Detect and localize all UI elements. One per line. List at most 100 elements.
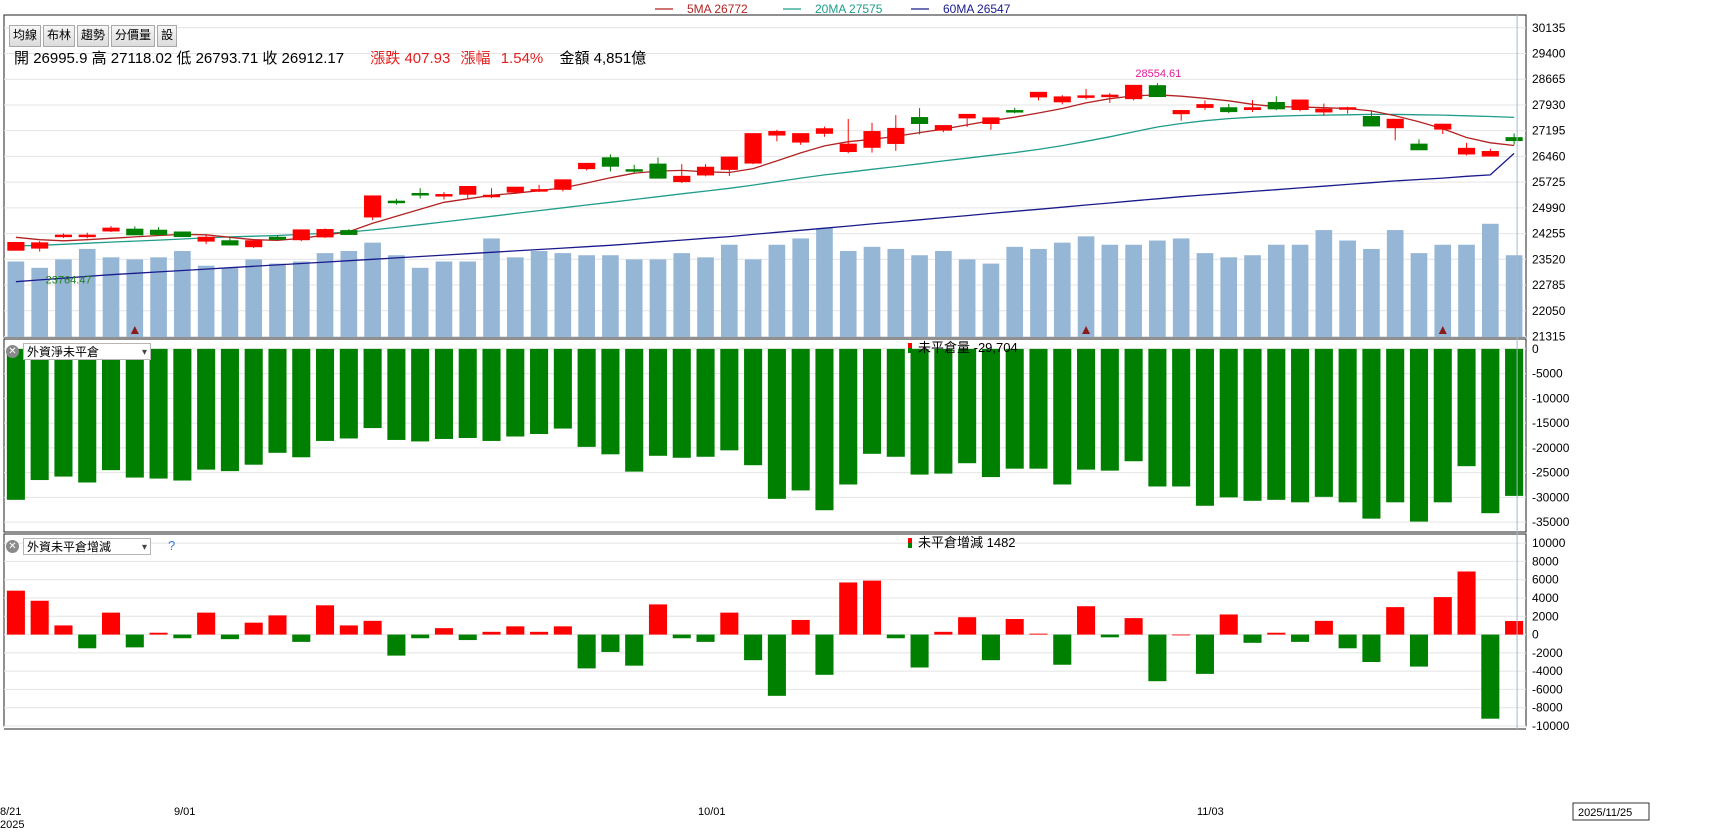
oi-indicator-select[interactable]: 外資淨未平倉 <box>23 343 151 361</box>
oi-tick-label: -30000 <box>1532 490 1570 504</box>
volume-bar <box>1363 248 1380 337</box>
oi-change-bar <box>625 634 644 666</box>
oi-bar <box>1195 348 1214 506</box>
oi-change-tick-label: -8000 <box>1532 701 1563 715</box>
price-tick-label: 24255 <box>1532 227 1566 241</box>
volume-bar <box>459 261 477 337</box>
volume-bar <box>673 253 691 337</box>
oi-bar <box>958 348 977 464</box>
oi-change-bar <box>1338 634 1357 649</box>
candle-body <box>601 157 620 167</box>
volume-bar <box>174 251 191 337</box>
ma-legend: 5MA 26772 20MA 27575 60MA 26547 <box>655 2 1011 16</box>
oi-change-bar <box>958 617 977 635</box>
candle-body <box>1125 84 1143 100</box>
candle-body <box>149 229 168 235</box>
oi-change-indicator-select[interactable]: 外資未平倉增減 <box>23 538 151 556</box>
oi-panel-title: 未平倉量 -29,704 <box>918 340 1018 355</box>
oi-bar <box>696 348 715 457</box>
oi-change-bar <box>1409 634 1429 667</box>
oi-change-bar <box>648 604 668 635</box>
candle-body <box>578 162 596 170</box>
candle <box>1291 99 1309 112</box>
oi-bar <box>173 348 192 481</box>
close-panel-icon[interactable]: ✕ <box>6 540 19 553</box>
oi-bar <box>1457 348 1476 467</box>
oi-bar <box>339 348 358 439</box>
oi-bar <box>839 348 858 485</box>
candle <box>1243 100 1262 112</box>
price-tick-label: 28665 <box>1532 72 1566 86</box>
oi-bar <box>981 348 1000 478</box>
candle-body <box>530 189 548 192</box>
oi-bars <box>6 348 1524 522</box>
volume-bar <box>1339 240 1356 337</box>
oi-change-bar <box>1029 633 1048 635</box>
cursor-date-box <box>1572 802 1650 821</box>
candle-body <box>1386 118 1404 129</box>
change-label: 漲跌 <box>370 50 401 67</box>
candle <box>173 231 191 238</box>
oi-change-tick-label: 10000 <box>1532 536 1566 550</box>
volume-bar <box>721 244 738 337</box>
candle <box>221 237 239 246</box>
oi-bar <box>363 348 382 429</box>
candle-body <box>506 186 524 193</box>
candle <box>1410 139 1428 151</box>
change-value: 407.93 <box>404 50 451 67</box>
oi-change-bar <box>791 619 810 635</box>
oi-change-bar <box>125 634 144 648</box>
oi-bar <box>1148 348 1167 487</box>
volume-bar <box>269 263 286 337</box>
price-tick-label: 22785 <box>1532 278 1566 292</box>
oi-change-tick-label: 6000 <box>1532 573 1559 587</box>
oi-bar <box>458 348 477 438</box>
oi-change-bar <box>220 634 239 640</box>
volume-bar <box>126 259 144 337</box>
candle <box>7 242 25 251</box>
candle <box>887 115 905 151</box>
oi-bar <box>1267 348 1286 500</box>
candle <box>696 164 715 177</box>
candle-body <box>1029 91 1048 98</box>
candle <box>197 235 215 244</box>
oi-change-bar <box>363 620 382 635</box>
volume-bar <box>55 259 72 337</box>
help-icon[interactable]: ? <box>168 538 176 553</box>
oi-change-bar <box>1172 634 1191 636</box>
oi-bar <box>149 348 168 479</box>
oi-bar <box>1029 348 1048 469</box>
volume-bar <box>625 259 643 337</box>
candle-body <box>982 117 1000 125</box>
price-tick-label: 21315 <box>1532 329 1566 343</box>
candle-body <box>340 230 358 235</box>
close-panel-icon[interactable]: ✕ <box>6 345 19 358</box>
candle <box>1220 103 1238 113</box>
oi-change-bar <box>815 634 834 675</box>
x-label-nov: 11/03 <box>1197 806 1224 818</box>
candle <box>149 227 168 236</box>
oi-bar <box>30 348 49 481</box>
oi-bar <box>1219 348 1238 498</box>
volume-profile-button[interactable]: 分價量 <box>111 25 156 47</box>
ma20-line <box>15 113 1515 247</box>
oi-change-bar <box>1291 634 1310 642</box>
candle <box>720 156 738 176</box>
oi-change-bar <box>577 634 596 669</box>
price-tick-label: 24990 <box>1532 201 1566 215</box>
trend-button[interactable]: 趨勢 <box>77 25 110 47</box>
oi-change-bar <box>1005 619 1024 635</box>
ma-button[interactable]: 均線 <box>9 25 42 47</box>
candle <box>815 126 834 137</box>
oi-change-bar <box>1314 620 1333 635</box>
candle-body <box>696 166 715 176</box>
low-value: 26793.71 <box>195 50 259 67</box>
settings-button[interactable]: 設 <box>157 25 178 47</box>
bollinger-button[interactable]: 布林 <box>43 25 76 47</box>
close-label: 收 <box>262 50 278 67</box>
candle <box>578 162 596 171</box>
volume-bar <box>554 253 572 337</box>
oi-bar <box>744 348 763 466</box>
candle <box>316 228 334 238</box>
volume-bar <box>578 255 595 337</box>
